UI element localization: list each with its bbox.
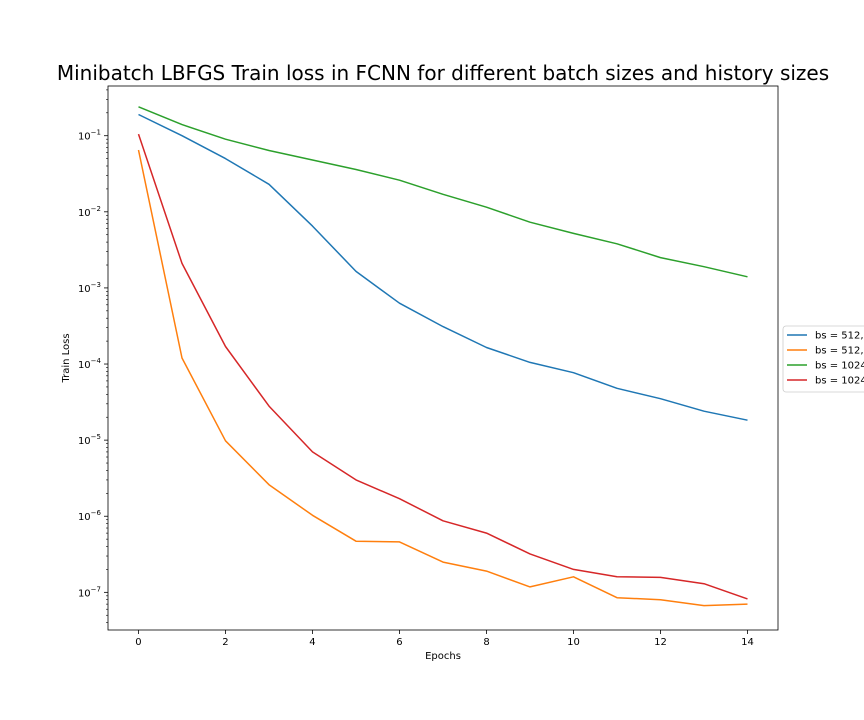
x-axis-label: Epochs <box>425 651 461 662</box>
legend-label: bs = 1024 <box>815 376 864 387</box>
y-tick-label: 10−4 <box>78 357 102 371</box>
series-line-1 <box>138 113 748 421</box>
legend-label: bs = 512, <box>815 331 864 342</box>
y-tick-label: 10−2 <box>78 205 101 219</box>
legend: bs = 512, bs = 512, bs = 1024 bs = 1024 <box>782 325 864 393</box>
x-tick-label: 10 <box>567 637 580 648</box>
x-tick-label: 4 <box>309 637 315 648</box>
x-tick-label: 2 <box>222 637 228 648</box>
series-line-3 <box>138 106 748 278</box>
y-axis-label: Train Loss <box>61 333 72 383</box>
series-line-2 <box>137 149 748 607</box>
x-tick-label: 6 <box>396 637 402 648</box>
y-tick-label: 10−7 <box>78 585 101 599</box>
legend-box <box>782 325 864 393</box>
plot-area <box>107 85 779 631</box>
series-line-4 <box>137 133 748 600</box>
y-tick-label: 10−6 <box>78 509 102 523</box>
y-tick-label: 10−3 <box>78 281 101 295</box>
y-tick-label: 10−1 <box>78 129 101 143</box>
y-tick-label: 10−5 <box>78 433 101 447</box>
legend-label: bs = 512, <box>815 346 864 357</box>
legend-label: bs = 1024 <box>815 361 864 372</box>
y-axis: 10−7 10−6 10−5 10−4 10−3 10−2 10−1 <box>78 89 108 623</box>
x-tick-label: 12 <box>654 637 667 648</box>
x-axis: 0 2 4 6 8 10 12 14 <box>135 630 754 648</box>
chart-title: Minibatch LBFGS Train loss in FCNN for d… <box>57 61 829 85</box>
series-lines <box>137 106 748 607</box>
x-tick-label: 8 <box>483 637 489 648</box>
x-tick-label: 14 <box>741 637 754 648</box>
x-tick-label: 0 <box>135 637 141 648</box>
